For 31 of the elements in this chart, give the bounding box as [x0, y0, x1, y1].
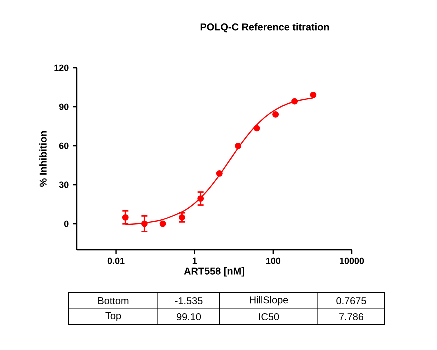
point — [216, 170, 223, 177]
point — [310, 92, 317, 98]
x-tick-label: 1 — [192, 258, 198, 264]
y-axis-title: % Inhibition — [40, 131, 47, 187]
x-tick-label: 100 — [266, 258, 281, 264]
text: -1.535 — [175, 297, 203, 305]
text: 99.10 — [177, 313, 202, 321]
text: 7.786 — [340, 313, 364, 321]
y-tick-label: 120 — [54, 64, 69, 72]
point — [235, 142, 242, 150]
text: HillSlope — [250, 296, 288, 306]
text: IC50 — [259, 313, 280, 321]
y-tick-label: 0 — [64, 220, 69, 228]
point — [292, 98, 298, 105]
point — [179, 214, 186, 221]
point — [198, 196, 204, 202]
point — [141, 220, 148, 228]
x-tick-label: 0.01 — [108, 258, 125, 264]
point — [160, 220, 166, 228]
text: 0.7675 — [336, 297, 366, 305]
chart-title: POLQ-C Reference titration — [200, 23, 330, 33]
point — [272, 111, 279, 118]
y-tick-label: 60 — [59, 142, 69, 150]
y-tick-label: 90 — [59, 104, 69, 110]
x-axis-title: ART558 [nM] — [184, 268, 244, 277]
point — [254, 125, 260, 132]
text: Top — [106, 312, 122, 322]
x-tick-label: 10000 — [340, 258, 364, 264]
text: Bottom — [98, 298, 129, 304]
point — [122, 214, 129, 221]
y-tick-label: 30 — [59, 182, 69, 188]
